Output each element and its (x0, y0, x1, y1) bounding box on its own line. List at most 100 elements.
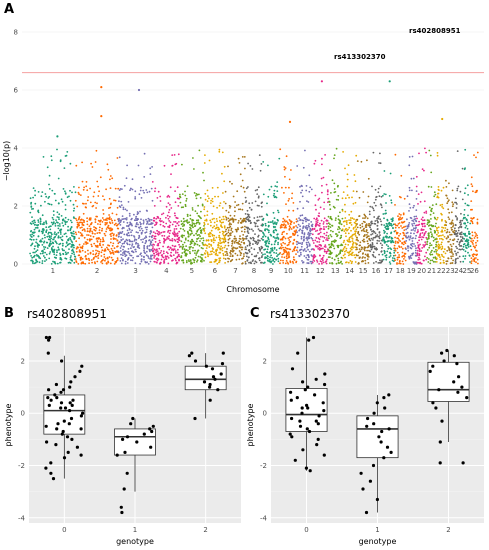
snp-point (417, 193, 420, 196)
snp-point (240, 226, 243, 229)
snp-point (364, 259, 367, 262)
snp-point (81, 229, 84, 232)
snp-point (424, 255, 426, 258)
snp-point (470, 248, 473, 251)
snp-point (224, 202, 227, 205)
snp-point (61, 200, 64, 203)
snp-point (338, 219, 341, 222)
snp-point (302, 225, 305, 228)
snp-point (120, 257, 123, 260)
snp-point (262, 217, 265, 220)
snp-point (35, 260, 38, 262)
snp-point (247, 213, 250, 216)
snp-point (406, 231, 409, 234)
snp-point (230, 229, 233, 232)
snp-point (308, 174, 311, 177)
snp-point (318, 197, 321, 200)
snp-point (379, 259, 381, 262)
snp-point (293, 222, 295, 224)
snp-point (180, 256, 182, 259)
snp-point (206, 200, 209, 203)
snp-point (473, 154, 475, 157)
snp-point (415, 262, 417, 264)
snp-point (234, 240, 236, 243)
snp-point (82, 212, 85, 215)
snp-point (359, 224, 362, 227)
snp-point (453, 238, 456, 241)
snp-point (222, 192, 224, 194)
snp-point (470, 262, 473, 265)
snp-point (240, 246, 242, 249)
snp-point (211, 218, 214, 221)
snp-point (227, 231, 230, 234)
snp-point (34, 245, 36, 248)
snp-point (305, 185, 308, 187)
snp-point (128, 234, 131, 237)
snp-point (238, 237, 241, 240)
snp-point (55, 256, 57, 259)
snp-point (383, 224, 386, 227)
snp-point (145, 228, 148, 231)
snp-point (130, 218, 133, 221)
snp-point (287, 223, 290, 225)
snp-point (400, 246, 403, 248)
snp-point (51, 248, 54, 251)
snp-point (123, 184, 126, 187)
snp-point (229, 180, 231, 183)
snp-point (408, 164, 411, 167)
snp-point (191, 207, 194, 209)
snp-point (466, 238, 468, 241)
snp-point (389, 263, 392, 265)
snp-point (458, 248, 461, 251)
snp-point (228, 223, 231, 226)
snp-point (419, 232, 422, 235)
snp-point (154, 255, 156, 257)
snp-point (114, 251, 117, 253)
snp-point (322, 223, 325, 225)
snp-point (196, 250, 199, 253)
snp-point (167, 252, 169, 255)
snp-point (458, 255, 461, 258)
snp-point (323, 236, 326, 239)
snp-point (222, 254, 225, 257)
snp-point (351, 243, 354, 246)
snp-point (92, 235, 95, 238)
snp-point (78, 243, 81, 246)
boxplot-b-data-point (79, 414, 83, 418)
snp-point (47, 231, 50, 234)
snp-point (83, 243, 85, 245)
snp-point (90, 243, 93, 246)
snp-point (254, 225, 257, 228)
snp-point (92, 204, 95, 207)
snp-point (35, 241, 37, 244)
snp-point (310, 188, 313, 191)
snp-point (256, 204, 259, 207)
snp-point (390, 222, 392, 225)
snp-point (317, 233, 320, 236)
snp-point (224, 258, 227, 260)
snp-point (323, 249, 326, 251)
snp-point (118, 222, 121, 225)
snp-point (394, 259, 396, 262)
snp-point (148, 239, 150, 242)
snp-point (35, 254, 38, 256)
snp-point (415, 209, 418, 212)
boxplot-c-data-point (298, 424, 303, 428)
snp-point (35, 224, 38, 227)
snp-point (86, 189, 89, 192)
snp-point (429, 154, 432, 157)
boxplot-c-x-axis-title: genotype (359, 537, 397, 546)
snp-point (130, 259, 132, 262)
snp-point (457, 251, 459, 254)
snp-point (289, 260, 292, 263)
snp-point (216, 254, 219, 257)
snp-point (437, 188, 440, 191)
boxplot-b-data-point (123, 450, 127, 454)
snp-point (448, 231, 451, 234)
snp-point (328, 237, 330, 240)
snp-point (106, 246, 108, 249)
snp-point (135, 238, 138, 241)
snp-point (104, 248, 107, 251)
snp-point (299, 200, 301, 203)
snp-point (418, 256, 420, 259)
